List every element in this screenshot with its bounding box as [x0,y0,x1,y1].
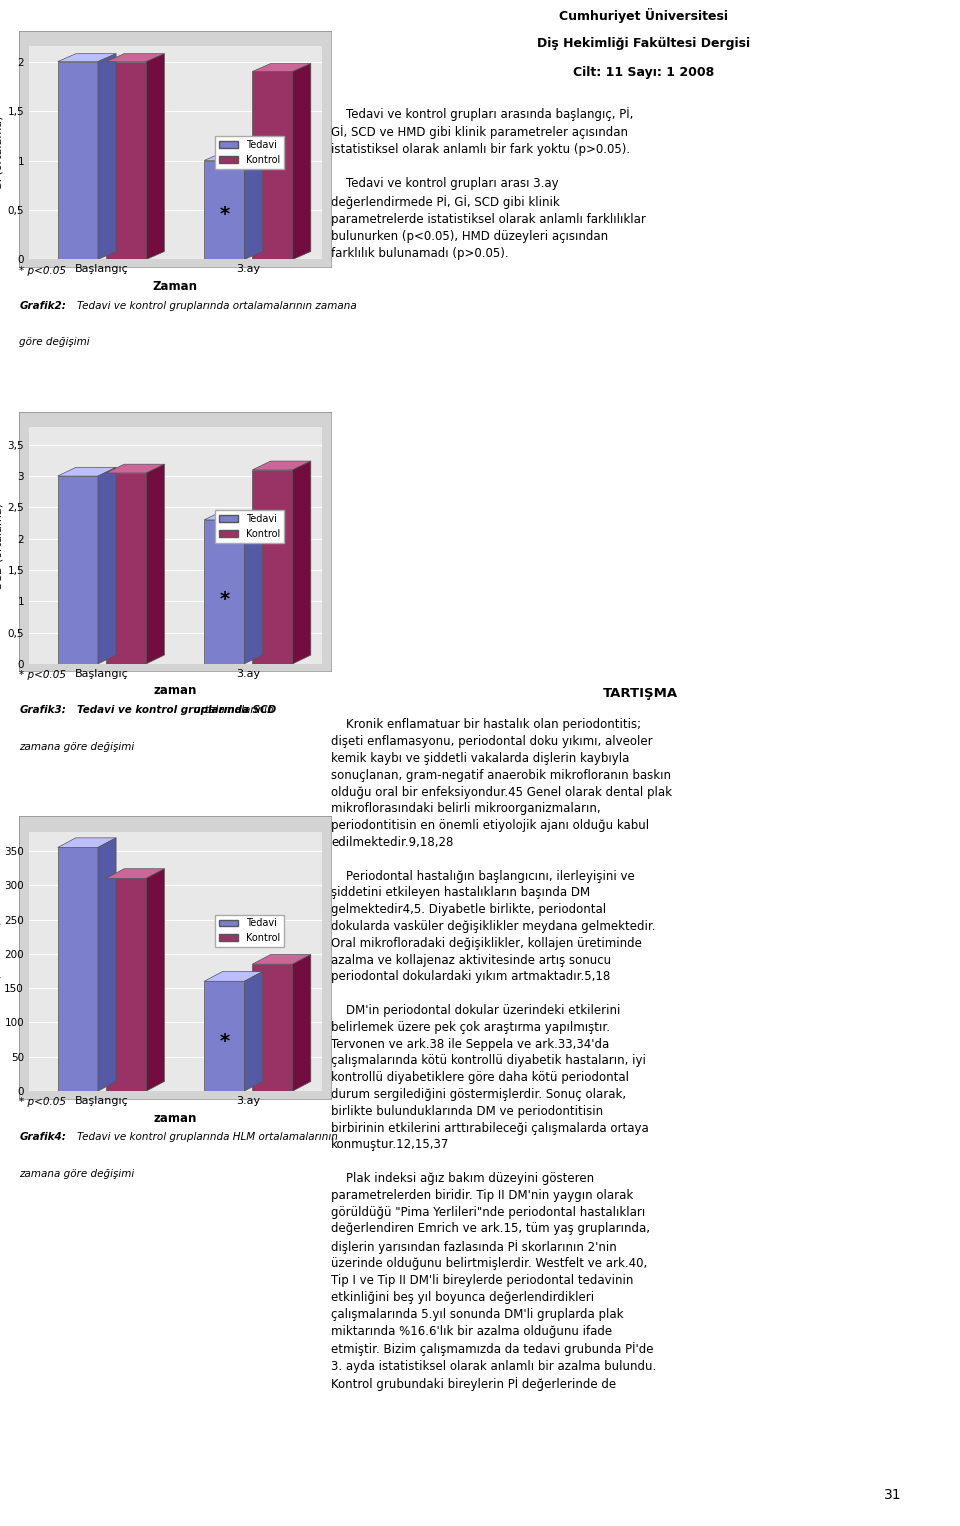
Text: 31: 31 [884,1488,901,1503]
Text: * p<0.05: * p<0.05 [19,266,66,276]
Bar [204,981,245,1091]
Polygon shape [106,868,164,879]
Polygon shape [293,955,311,1091]
X-axis label: zaman: zaman [154,684,197,697]
Polygon shape [146,464,164,664]
Polygon shape [146,53,164,259]
Polygon shape [252,64,311,72]
Polygon shape [252,461,311,470]
Text: ortalamalarının: ortalamalarının [191,705,274,716]
Polygon shape [204,972,262,981]
Bar [204,520,245,664]
Legend: Tedavi, Kontrol: Tedavi, Kontrol [215,136,284,169]
Legend: Tedavi, Kontrol: Tedavi, Kontrol [215,914,284,948]
Text: Tedavi ve kontrol gruplarında SCD: Tedavi ve kontrol gruplarında SCD [77,705,276,716]
Polygon shape [204,511,262,520]
Bar [58,61,98,259]
Text: Grafik3:: Grafik3: [19,705,66,716]
Polygon shape [58,53,116,61]
X-axis label: zaman: zaman [154,1111,197,1125]
Polygon shape [293,461,311,664]
Polygon shape [106,53,164,61]
Legend: Tedavi, Kontrol: Tedavi, Kontrol [215,510,284,543]
Text: *: * [219,1032,229,1051]
Text: * p<0.05: * p<0.05 [19,1097,66,1108]
Bar [106,879,146,1091]
Text: Grafik4:: Grafik4: [19,1132,66,1143]
Polygon shape [245,153,262,259]
Bar [58,847,98,1091]
Y-axis label: SCD (ortalama): SCD (ortalama) [0,502,3,589]
Polygon shape [245,511,262,664]
Text: zamana göre değişimi: zamana göre değişimi [19,1169,134,1180]
Polygon shape [252,955,311,964]
Polygon shape [293,64,311,259]
Text: göre değişimi: göre değişimi [19,337,90,348]
Polygon shape [58,838,116,847]
Polygon shape [58,467,116,476]
Polygon shape [146,868,164,1091]
Text: zamana göre değişimi: zamana göre değişimi [19,742,134,752]
Text: Diş Hekimliği Fakültesi Dergisi: Diş Hekimliği Fakültesi Dergisi [537,37,750,50]
Y-axis label: GI (ortalama): GI (ortalama) [0,116,3,189]
Text: Grafik2:: Grafik2: [19,301,66,311]
Polygon shape [98,53,116,259]
Polygon shape [245,972,262,1091]
Bar [252,72,293,259]
Text: Cilt: 11 Sayı: 1 2008: Cilt: 11 Sayı: 1 2008 [572,67,714,79]
Bar [58,476,98,664]
Polygon shape [98,838,116,1091]
Text: *: * [219,589,229,609]
Text: * p<0.05: * p<0.05 [19,670,66,681]
Polygon shape [98,467,116,664]
Text: Cumhuriyet Üniversitesi: Cumhuriyet Üniversitesi [559,8,728,23]
Bar [204,160,245,259]
Polygon shape [204,153,262,160]
Text: *: * [219,206,229,224]
Text: Kronik enflamatuar bir hastalık olan periodontitis;
dişeti enflamasyonu, periodo: Kronik enflamatuar bir hastalık olan per… [331,719,672,1390]
Text: Tedavi ve kontrol gruplarında HLM ortalamalarının: Tedavi ve kontrol gruplarında HLM ortala… [77,1132,338,1143]
X-axis label: Zaman: Zaman [153,279,198,293]
Text: Tedavi ve kontrol grupları arasında başlangıç, Pİ,
Gİ, SCD ve HMD gibi klinik pa: Tedavi ve kontrol grupları arasında başl… [331,107,646,259]
Bar [106,61,146,259]
Bar [252,470,293,664]
Text: TARTIŞMA: TARTIŞMA [603,687,679,700]
Bar [106,473,146,664]
Text: Tedavi ve kontrol gruplarında ortalamalarının zamana: Tedavi ve kontrol gruplarında ortalamala… [77,301,357,311]
Bar [252,964,293,1091]
Polygon shape [106,464,164,473]
